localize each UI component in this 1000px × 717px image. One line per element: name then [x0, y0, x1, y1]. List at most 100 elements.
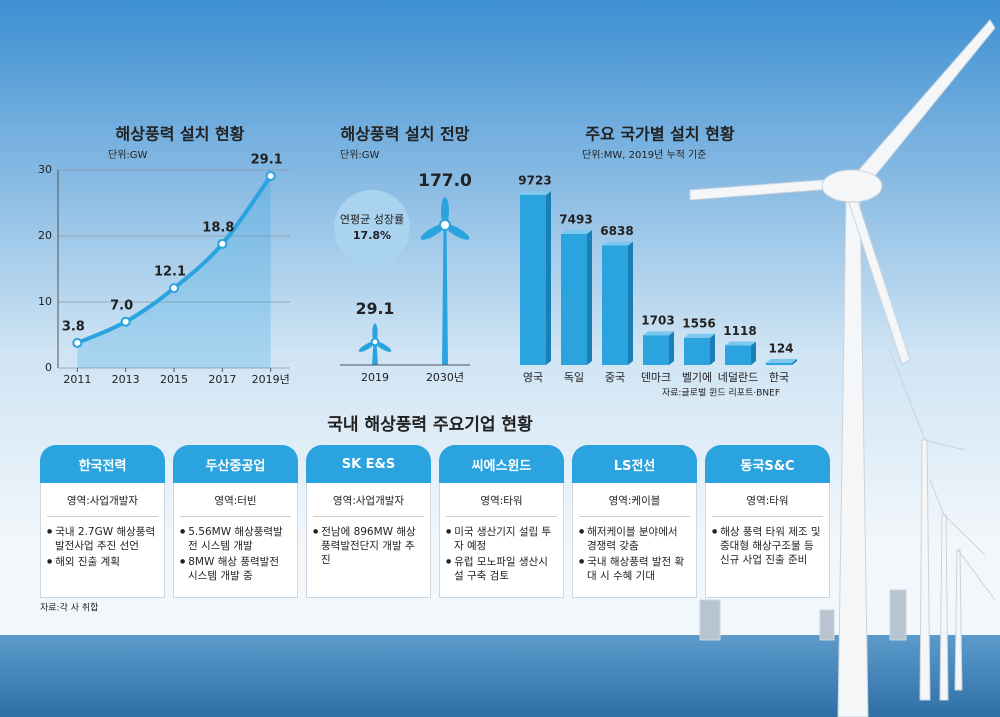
chart-title: 해상풍력 설치 전망 — [341, 125, 470, 144]
annotation: 연평균 성장률 — [340, 213, 404, 226]
bar — [725, 341, 756, 365]
company-body: 영역:타워미국 생산기지 설립 투자 예정유럽 모노파일 생산시설 구축 검토 — [439, 483, 564, 598]
bar — [561, 229, 592, 365]
bar-front — [602, 245, 628, 365]
company-point: 국내 2.7GW 해상풍력 발전사업 추진 선언 — [47, 525, 158, 553]
company-name: 씨에스윈드 — [439, 445, 564, 483]
bar-side — [546, 191, 551, 365]
data-label: 1118 — [723, 324, 756, 338]
chart-subtitle: 단위:MW, 2019년 누적 기준 — [582, 148, 706, 161]
bar — [766, 358, 797, 365]
bar-top — [520, 191, 551, 195]
blade — [358, 341, 376, 352]
company-name: 동국S&C — [705, 445, 830, 483]
source-note: 자료:글로벌 윈드 리포트·BNEF — [662, 388, 780, 399]
data-label: 3.8 — [62, 319, 85, 334]
company-name: LS전선 — [572, 445, 697, 483]
source-note: 자료:각 사 취합 — [40, 602, 98, 614]
company-area: 영역:타워 — [712, 489, 823, 517]
x-tick-label: 2019년 — [252, 373, 290, 386]
y-tick-label: 0 — [45, 361, 52, 374]
x-tick-label: 네덜란드 — [718, 371, 758, 384]
turbine — [420, 197, 470, 365]
data-label: 29.1 — [251, 152, 283, 167]
bar — [643, 331, 674, 365]
company-area: 영역:타워 — [446, 489, 557, 517]
company-point: 국내 해상풍력 발전 확대 시 수혜 기대 — [579, 555, 690, 583]
company-point: 전남에 896MW 해상풍력발전단지 개발 추진 — [313, 525, 424, 567]
x-tick-label: 2017 — [208, 373, 236, 386]
x-tick-label: 영국 — [523, 371, 543, 384]
data-label: 1703 — [641, 314, 674, 328]
company-body: 영역:케이블해저케이블 분야에서 경쟁력 갖춤국내 해상풍력 발전 확대 시 수… — [572, 483, 697, 598]
bar-front — [520, 195, 546, 365]
x-tick-label: 2019 — [361, 371, 389, 384]
data-label: 124 — [768, 341, 793, 355]
bar — [602, 241, 633, 365]
data-label: 29.1 — [356, 299, 395, 318]
x-tick-label: 벨기에 — [682, 371, 712, 384]
bar-front — [643, 335, 669, 365]
bar-top — [643, 331, 674, 336]
x-tick-label: 2030년 — [426, 371, 464, 384]
chart-title: 주요 국가별 설치 현황 — [585, 125, 734, 144]
data-label: 6838 — [600, 224, 633, 238]
data-label: 18.8 — [202, 220, 234, 235]
y-tick-label: 10 — [38, 295, 52, 308]
hub — [439, 219, 451, 231]
company-point: 해상 풍력 타워 제조 및 중대형 해상구조물 등 신규 사업 진출 준비 — [712, 525, 823, 567]
bar — [520, 191, 551, 365]
data-label: 7.0 — [110, 298, 133, 313]
blade — [372, 323, 378, 342]
turbine-photo — [689, 19, 996, 717]
bar-side — [587, 229, 592, 365]
bar-side — [710, 333, 715, 365]
point — [217, 238, 228, 249]
bar-side — [669, 331, 674, 365]
company-card: SK E&S영역:사업개발자전남에 896MW 해상풍력발전단지 개발 추진 — [306, 445, 431, 598]
x-tick-label: 중국 — [605, 371, 625, 384]
company-card: 동국S&C영역:타워해상 풍력 타워 제조 및 중대형 해상구조물 등 신규 사… — [705, 445, 830, 598]
tower — [372, 341, 378, 365]
x-tick-label: 독일 — [564, 370, 584, 384]
bar-top — [725, 341, 756, 346]
turbine — [358, 323, 392, 365]
hub — [370, 337, 380, 347]
company-body: 영역:터빈 5.56MW 해상풍력발전 시스템 개발8MW 해상 풍력발전 시스템… — [173, 483, 298, 598]
blade — [444, 224, 470, 240]
chart-title: 해상풍력 설치 현황 — [116, 125, 245, 144]
point — [169, 283, 179, 294]
company-point: 5.56MW 해상풍력발전 시스템 개발 — [180, 525, 291, 553]
sea — [0, 635, 1000, 717]
bar-top — [766, 358, 797, 363]
company-name: SK E&S — [306, 445, 431, 483]
company-body: 영역:사업개발자전남에 896MW 해상풍력발전단지 개발 추진 — [306, 483, 431, 598]
company-body: 영역:타워해상 풍력 타워 제조 및 중대형 해상구조물 등 신규 사업 진출 … — [705, 483, 830, 598]
company-point: 유럽 모노파일 생산시설 구축 검토 — [446, 555, 557, 583]
bar-top — [684, 333, 715, 338]
y-tick-label: 30 — [38, 163, 52, 176]
x-tick-label: 2015 — [160, 373, 188, 386]
point — [265, 170, 276, 181]
bar-front — [725, 345, 751, 365]
bar-front — [684, 337, 710, 365]
bar-side — [628, 241, 633, 365]
data-label: 7493 — [559, 212, 592, 226]
x-tick-label: 덴마크 — [641, 371, 671, 384]
point — [72, 337, 83, 348]
bar-front — [561, 233, 587, 365]
blade — [441, 197, 449, 225]
company-body: 영역:사업개발자국내 2.7GW 해상풍력 발전사업 추진 선언해외 진출 계획 — [40, 483, 165, 598]
area — [77, 175, 271, 368]
company-area: 영역:사업개발자 — [47, 489, 158, 517]
chart-subtitle: 단위:GW — [108, 148, 148, 161]
company-name: 두산중공업 — [173, 445, 298, 483]
company-area: 영역:케이블 — [579, 489, 690, 517]
point — [120, 316, 131, 327]
